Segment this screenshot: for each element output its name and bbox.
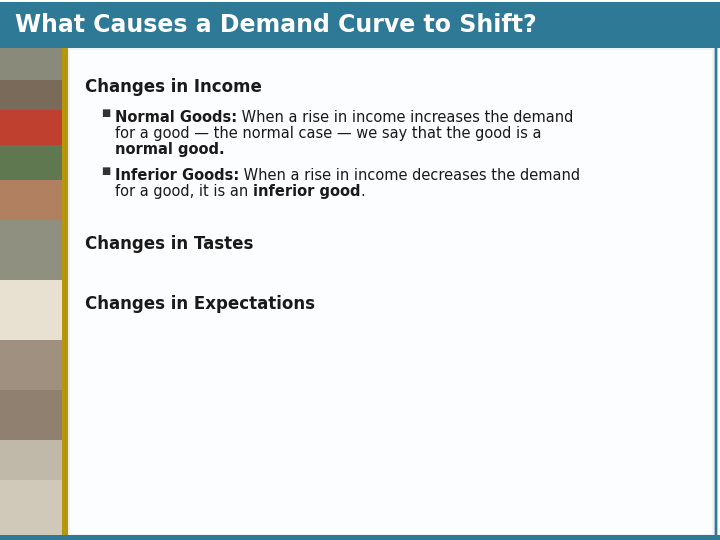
Text: .: . (361, 184, 365, 199)
Text: ■: ■ (101, 166, 110, 176)
Bar (0, 340, 68, 390)
Bar (0, 390, 68, 440)
Bar (0, 145, 68, 180)
Bar (70, 50, 712, 534)
Text: What Causes a Demand Curve to Shift?: What Causes a Demand Curve to Shift? (15, 13, 536, 37)
Text: inferior good: inferior good (253, 184, 361, 199)
Bar (0, 48, 68, 536)
Text: Changes in Tastes: Changes in Tastes (85, 235, 253, 253)
Text: When a rise in income increases the demand: When a rise in income increases the dema… (237, 110, 574, 125)
Bar (0, 535, 720, 540)
Text: ■: ■ (101, 108, 110, 118)
Text: Changes in Income: Changes in Income (85, 78, 262, 96)
Text: Changes in Expectations: Changes in Expectations (85, 295, 315, 313)
Bar (70, 50, 712, 534)
Text: When a rise in income decreases the demand: When a rise in income decreases the dema… (239, 168, 580, 183)
Bar (0, 180, 68, 220)
Bar (0, 480, 68, 536)
Bar (0, 280, 68, 340)
Text: for a good — the normal case — we say that the good is a: for a good — the normal case — we say th… (115, 126, 541, 141)
FancyBboxPatch shape (66, 46, 716, 538)
Bar (0, 110, 68, 145)
Text: Inferior Goods:: Inferior Goods: (115, 168, 239, 183)
Bar (0, 2, 720, 48)
Bar (0, 440, 68, 480)
Text: for a good, it is an: for a good, it is an (115, 184, 253, 199)
Bar (62, 48, 68, 536)
Bar (0, 80, 68, 110)
Text: normal good.: normal good. (115, 142, 225, 157)
Bar (0, 48, 68, 80)
Bar (0, 220, 68, 280)
Text: Normal Goods:: Normal Goods: (115, 110, 237, 125)
